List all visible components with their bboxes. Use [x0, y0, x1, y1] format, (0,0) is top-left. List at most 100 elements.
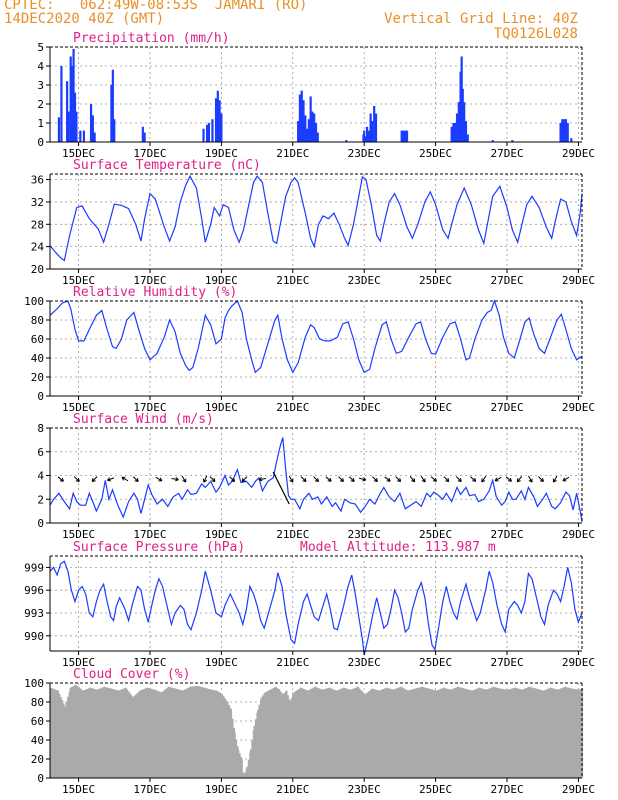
cloud-bar [517, 688, 519, 778]
wind-arrow [338, 476, 344, 483]
cloud-bar [579, 688, 582, 778]
cloud-bar [494, 687, 496, 778]
temp-ytick-label: 32 [31, 196, 44, 209]
cloud-bar [318, 688, 321, 778]
cloud-bar [84, 689, 87, 778]
cloud-bar [143, 688, 146, 778]
cloud-bar [295, 690, 298, 778]
wind-arrow-head [327, 480, 332, 482]
cloud-bar [558, 689, 561, 778]
cloud-ytick-label: 80 [31, 696, 44, 709]
temp-xtick-label: 19DEC [205, 274, 238, 287]
cloud-bar [199, 686, 202, 778]
cloud-bar [411, 689, 414, 778]
precip-bar [66, 81, 69, 142]
cloud-bar [153, 689, 156, 778]
cloud-bar [417, 687, 419, 778]
cloud-bar [166, 687, 169, 778]
cloud-bar [86, 688, 89, 778]
precip-bar [450, 126, 453, 142]
cloud-bar [106, 687, 109, 778]
wind-arrow-head [304, 478, 307, 482]
precip-bar [370, 121, 374, 142]
cloud-bar [428, 688, 431, 778]
wind-arrow-shaft [57, 476, 64, 482]
cloud-bar [388, 688, 391, 778]
cloud-bar [459, 687, 462, 778]
wind-arrow [288, 475, 294, 483]
cloud-bar [58, 693, 61, 778]
wind-arrow-head [562, 477, 566, 482]
precip-bar [60, 66, 63, 142]
cloud-bar [244, 772, 247, 778]
rh-xtick-label: 15DEC [62, 401, 95, 414]
wind-arrow-head [233, 478, 236, 482]
wind-arrow-head [509, 477, 512, 482]
cloud-bar [474, 689, 476, 778]
cloud-bar [113, 689, 116, 778]
temp-ytick-label: 20 [31, 263, 44, 276]
cloud-bar [539, 689, 542, 778]
cloud-bar [196, 685, 199, 778]
precip-bar [313, 113, 316, 142]
rh-series-line [49, 299, 583, 374]
cloud-bar [551, 688, 554, 778]
cloud-bar [567, 687, 569, 778]
cloud-bar [337, 690, 339, 778]
wind-arrow-head [376, 478, 378, 482]
precip-bar [559, 123, 562, 142]
cloud-bar [352, 688, 355, 778]
cloud-bar [189, 686, 192, 778]
precip-bar [402, 130, 405, 142]
cloud-bar [71, 686, 73, 778]
precip-bar [561, 119, 564, 142]
cloud-bar [133, 695, 136, 778]
wind-arrow [91, 476, 98, 483]
cloud-bar [458, 687, 461, 778]
rh-ytick-label: 100 [24, 295, 44, 308]
cloud-bar [385, 687, 388, 778]
cloud-bar [544, 690, 546, 778]
precip-ytick-label: 5 [37, 41, 44, 54]
wind-arrow [430, 476, 437, 482]
cloud-bar [233, 732, 236, 778]
cloud-bar [301, 688, 304, 778]
cloud-ytick-label: 40 [31, 734, 44, 747]
wind-arrow-head [553, 479, 557, 483]
cloud-bar [334, 690, 337, 778]
cloud-bar [338, 689, 341, 778]
wind-arrow-head [211, 480, 216, 483]
cloud-bar [76, 686, 79, 778]
precip-bar [563, 119, 566, 142]
precip-bar [297, 121, 300, 142]
cloud-bar [235, 739, 238, 778]
cloud-ytick-label: 60 [31, 715, 44, 728]
precip-bar [69, 56, 72, 142]
cloud-bar [92, 688, 94, 778]
wind-arrow-head [494, 477, 498, 482]
cloud-bar [82, 690, 84, 778]
cloud-bar [339, 688, 342, 778]
cloud-bar [384, 688, 387, 778]
cloud-bar [369, 689, 372, 778]
cloud-bar [371, 688, 374, 778]
precip-bar [113, 119, 116, 142]
cloud-bar [104, 687, 107, 778]
precip-bar [570, 138, 573, 142]
wind-arrow-head [399, 478, 402, 482]
cloud-bar [52, 688, 55, 778]
cloud-bar [69, 687, 72, 778]
cloud-bar [415, 688, 418, 778]
cloud-bar [294, 691, 297, 778]
precip-ytick-label: 3 [37, 79, 44, 92]
wind-arrow-shaft [107, 477, 115, 481]
rh-xtick-label: 27DEC [490, 401, 523, 414]
precip-bar [79, 130, 82, 142]
cloud-bar [190, 686, 193, 778]
cloud-bar [561, 687, 564, 778]
cloud-bar [545, 689, 548, 778]
cloud-bar [172, 687, 174, 778]
cloud-bar [87, 688, 90, 778]
cloud-bar [186, 688, 189, 778]
